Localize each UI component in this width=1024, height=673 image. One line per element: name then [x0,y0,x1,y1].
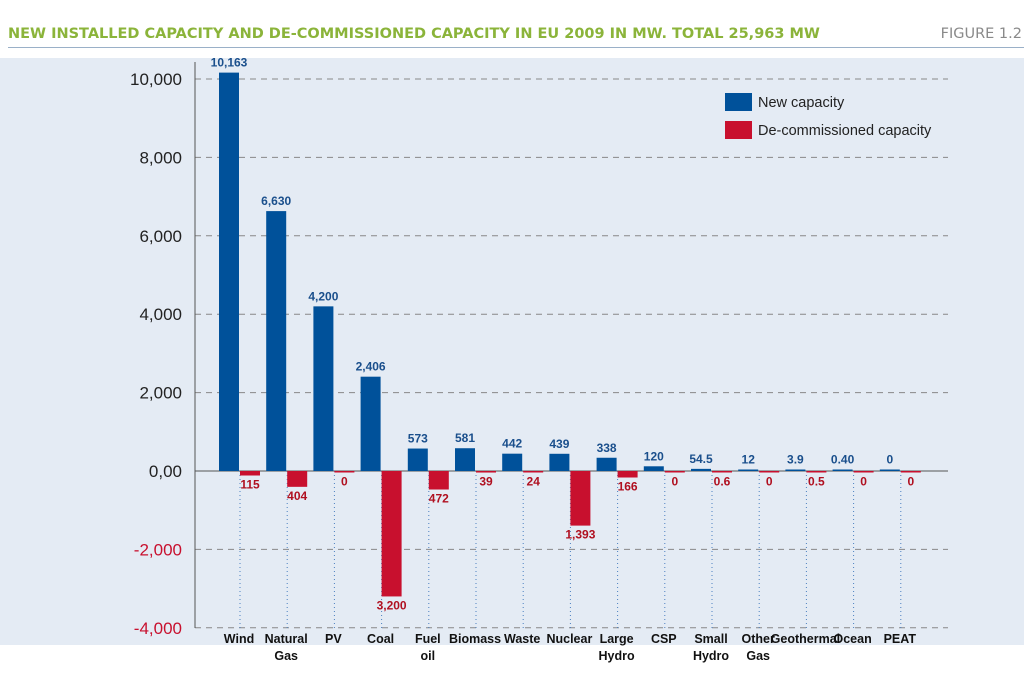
decommissioned-bar [617,471,638,478]
category-label: Other [742,632,775,646]
category-label: Ocean [833,632,871,646]
new-capacity-bar [455,448,475,471]
y-tick-label: 0,00 [149,462,182,481]
new-capacity-bar [643,466,664,471]
y-tick-label: -2,000 [134,540,182,559]
new-capacity-label: 6,630 [261,194,291,208]
decommissioned-label: 0 [671,475,678,489]
new-capacity-label: 573 [408,432,428,446]
new-capacity-bar [879,469,900,471]
new-capacity-label: 0 [886,453,893,467]
decommissioned-bar [287,471,308,487]
decommissioned-label: 0 [341,475,348,489]
category-label: Biomass [449,632,501,646]
new-capacity-bar [502,453,523,471]
decommissioned-label: 0 [907,475,914,489]
new-capacity-bar [785,469,806,471]
decommissioned-bar [381,471,402,597]
decommissioned-label: 3,200 [377,598,407,612]
decommissioned-bar [240,471,260,476]
y-tick-label: 6,000 [139,227,182,246]
legend-label-new: New capacity [758,95,845,111]
category-label: CSP [651,632,677,646]
decommissioned-label: 115 [240,478,260,492]
category-label: PV [325,632,342,646]
decommissioned-bar [759,471,780,473]
decommissioned-bar [570,471,591,526]
new-capacity-label: 439 [549,437,569,451]
category-label: Waste [504,632,540,646]
new-capacity-label: 338 [597,441,617,455]
new-capacity-bar [219,72,239,471]
category-label: Natural [265,632,308,646]
new-capacity-label: 54.5 [689,452,713,466]
new-capacity-bar [596,457,617,471]
new-capacity-label: 10,163 [211,56,248,70]
figure-label: FIGURE 1.2 [940,26,1022,42]
chart-title: NEW INSTALLED CAPACITY AND DE-COMMISSION… [8,26,820,42]
y-tick-label: -4,000 [134,619,182,638]
decommissioned-bar [900,471,921,473]
decommissioned-bar [523,471,544,473]
category-label: PEAT [884,632,917,646]
new-capacity-bar [832,469,853,471]
category-label: Hydro [693,649,729,663]
y-tick-label: 10,000 [130,70,182,89]
new-capacity-bar [266,211,287,471]
new-capacity-label: 12 [742,453,756,467]
new-capacity-bar [360,376,381,471]
new-capacity-label: 442 [502,437,522,451]
category-label: Small [694,632,727,646]
decommissioned-label: 24 [527,475,541,489]
new-capacity-bar [313,306,334,471]
decommissioned-label: 166 [618,480,638,494]
decommissioned-bar [334,471,355,473]
y-tick-label: 4,000 [139,305,182,324]
decommissioned-bar [712,471,732,473]
legend-swatch-decommissioned [725,121,752,139]
y-tick-label: 2,000 [139,384,182,403]
category-label: Hydro [599,649,635,663]
decommissioned-label: 0 [766,475,773,489]
title-divider [8,47,1024,48]
category-label: Coal [367,632,394,646]
new-capacity-label: 4,200 [308,289,338,303]
decommissioned-label: 0 [860,475,867,489]
category-label: Fuel [415,632,441,646]
decommissioned-label: 472 [429,492,449,506]
decommissioned-bar [664,471,685,473]
legend-swatch-new [725,93,752,111]
category-label: Large [600,632,634,646]
new-capacity-bar [549,453,570,471]
decommissioned-label: 0.6 [714,475,731,489]
decommissioned-bar [428,471,449,490]
new-capacity-label: 581 [455,431,475,445]
decommissioned-label: 1,393 [565,528,595,542]
new-capacity-label: 3.9 [787,453,804,467]
decommissioned-label: 0.5 [808,475,825,489]
new-capacity-bar [407,448,428,471]
decommissioned-bar [853,471,874,473]
new-capacity-label: 2,406 [356,360,386,374]
category-label: Gas [746,649,770,663]
new-capacity-label: 0.40 [831,453,855,467]
decommissioned-bar [806,471,827,473]
decommissioned-label: 39 [479,475,493,489]
category-label: Wind [224,632,254,646]
legend-label-decommissioned: De-commissioned capacity [758,123,932,139]
category-label: Nuclear [546,632,592,646]
new-capacity-bar [691,468,711,471]
y-tick-label: 8,000 [139,148,182,167]
category-label: Geothermal [771,632,840,646]
category-label: Gas [274,649,298,663]
category-label: oil [421,649,436,663]
new-capacity-bar [738,469,759,471]
decommissioned-label: 404 [287,489,307,503]
decommissioned-bar [476,471,496,473]
new-capacity-label: 120 [644,449,664,463]
